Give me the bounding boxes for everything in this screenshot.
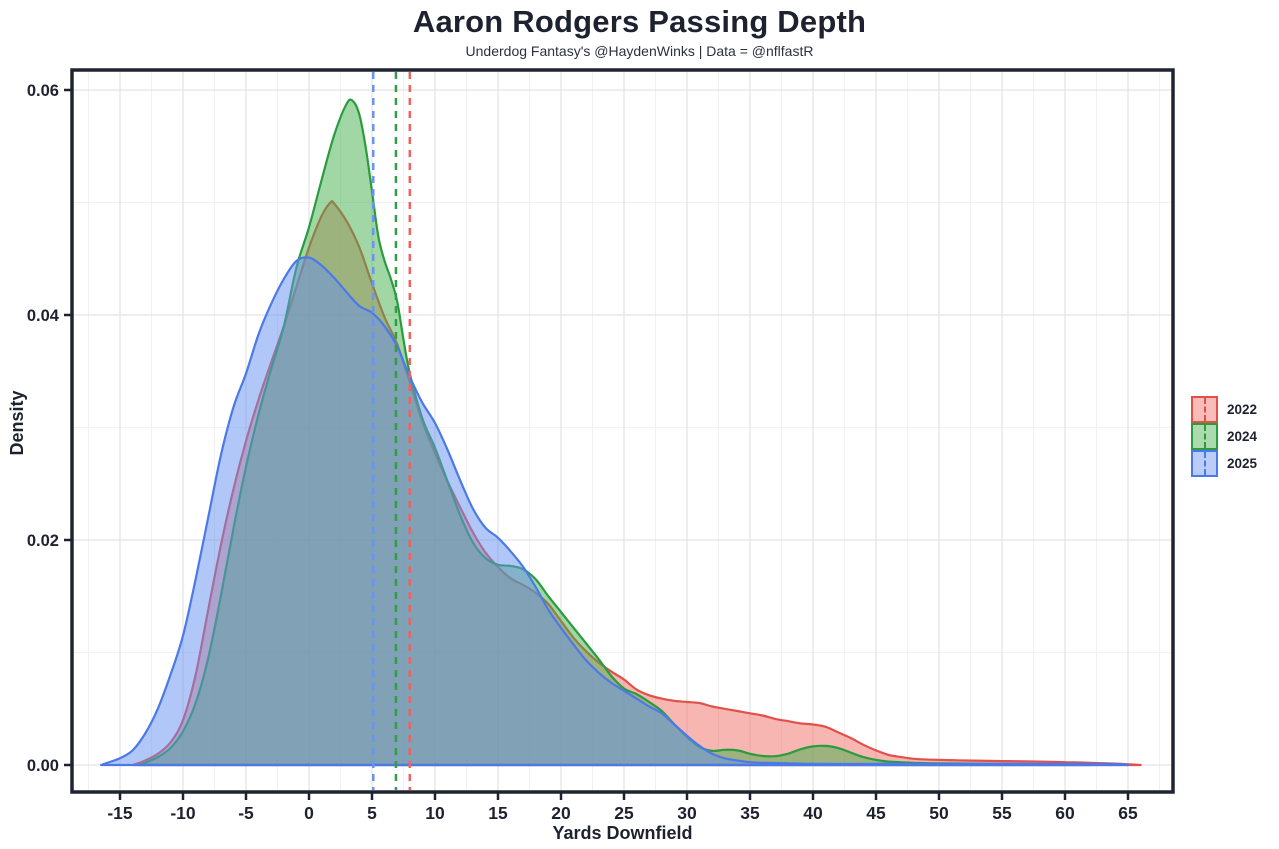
x-tick-label: 30 <box>677 803 697 823</box>
x-tick-label: 55 <box>992 803 1012 823</box>
legend-swatch-2022 <box>1191 396 1218 423</box>
x-tick-label: -5 <box>238 803 254 823</box>
x-tick-label: 10 <box>425 803 445 823</box>
legend-label-2024: 2024 <box>1227 429 1258 444</box>
density-area-2025 <box>100 256 1130 767</box>
legend-item-2022: 2022 <box>1191 396 1257 423</box>
y-tick-label: 0.02 <box>27 532 59 550</box>
legend-dash-icon <box>1203 425 1206 448</box>
x-tick-label: 65 <box>1118 803 1138 823</box>
legend-dash-icon <box>1203 398 1206 421</box>
x-tick-label: 5 <box>367 803 377 823</box>
legend-item-2025: 2025 <box>1191 450 1257 477</box>
x-tick-label: 25 <box>614 803 634 823</box>
x-tick-label: 0 <box>304 803 314 823</box>
x-tick-label: 15 <box>488 803 508 823</box>
legend-item-2024: 2024 <box>1191 423 1257 450</box>
legend-dash-icon <box>1203 452 1206 475</box>
y-axis-ticks: 0.00 0.02 0.04 0.06 <box>27 82 72 775</box>
x-tick-label: 60 <box>1055 803 1075 823</box>
legend-label-2022: 2022 <box>1227 402 1258 417</box>
x-tick-label: -15 <box>107 803 133 823</box>
x-tick-label: 50 <box>929 803 949 823</box>
y-tick-label: 0.04 <box>27 307 60 325</box>
x-tick-label: 45 <box>866 803 886 823</box>
legend-swatch-2025 <box>1191 450 1218 477</box>
x-axis-ticks: -15 -10 -5 0 5 10 15 20 25 30 35 40 45 50 55 60 65 <box>107 792 1138 823</box>
legend: 2022 2024 2025 <box>1191 396 1257 477</box>
chart-subtitle: Underdog Fantasy's @HaydenWinks | Data =… <box>465 43 814 59</box>
y-tick-label: 0.06 <box>27 82 59 100</box>
x-tick-label: 20 <box>551 803 571 823</box>
y-tick-label: 0.00 <box>27 757 59 775</box>
legend-label-2025: 2025 <box>1227 456 1258 471</box>
legend-swatch-2024 <box>1191 423 1218 450</box>
x-tick-label: 35 <box>740 803 760 823</box>
panel-border <box>70 68 1175 794</box>
x-tick-label: -10 <box>170 803 196 823</box>
chart-title: Aaron Rodgers Passing Depth <box>412 4 867 39</box>
x-axis-title: Yards Downfield <box>552 823 693 843</box>
y-axis-title: Density <box>7 390 27 456</box>
x-tick-label: 40 <box>803 803 823 823</box>
